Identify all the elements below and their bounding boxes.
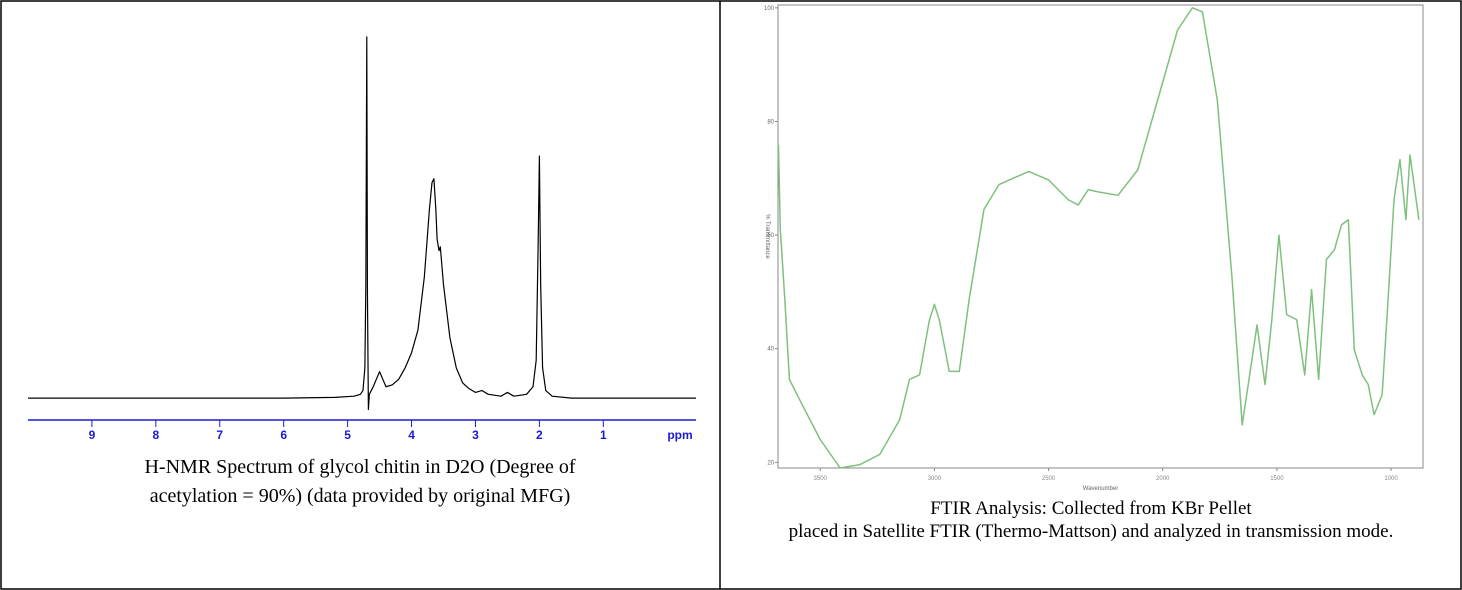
x-tick-label: 1000 — [1384, 476, 1398, 482]
x-tick-label: 1500 — [1270, 476, 1284, 482]
caption-line: placed in Satellite FTIR (Thermo-Mattson… — [788, 521, 1394, 542]
x-tick-label: 6 — [280, 428, 287, 442]
spectrum-line — [28, 36, 696, 411]
x-tick-label: 3 — [472, 428, 479, 442]
x-tick-label: 8 — [153, 428, 160, 442]
y-tick-label: 80 — [767, 119, 774, 125]
caption: FTIR Analysis: Collected from KBr Pellet… — [740, 497, 1442, 543]
x-tick-label: 4 — [408, 428, 415, 442]
y-tick-label: 40 — [767, 347, 774, 353]
x-axis-label: ppm — [667, 428, 692, 442]
spectrum-line — [777, 7, 1420, 469]
y-axis-label: % Transmittance — [764, 214, 770, 259]
x-tick-label: 3000 — [928, 476, 942, 482]
x-tick-label: 2000 — [1156, 476, 1170, 482]
caption-line: FTIR Analysis: Collected from KBr Pellet — [930, 498, 1252, 519]
x-tick-label: 5 — [344, 428, 351, 442]
y-tick-label: 20 — [767, 460, 774, 466]
x-tick-label: 3500 — [814, 476, 828, 482]
x-axis-label: Wavenumber — [1083, 486, 1118, 492]
caption: H-NMR Spectrum of glycol chitin in D2O (… — [60, 453, 660, 511]
x-tick-label: 7 — [216, 428, 223, 442]
plot-frame — [777, 4, 1424, 469]
caption-text: H-NMR Spectrum of glycol chitin in D2O (… — [144, 456, 576, 507]
x-tick-label: 1 — [600, 428, 607, 442]
x-tick-label: 9 — [89, 428, 96, 442]
y-tick-label: 60 — [767, 233, 774, 239]
x-tick-label: 2500 — [1042, 476, 1056, 482]
y-tick-label: 100 — [764, 6, 775, 12]
x-tick-label: 2 — [536, 428, 543, 442]
